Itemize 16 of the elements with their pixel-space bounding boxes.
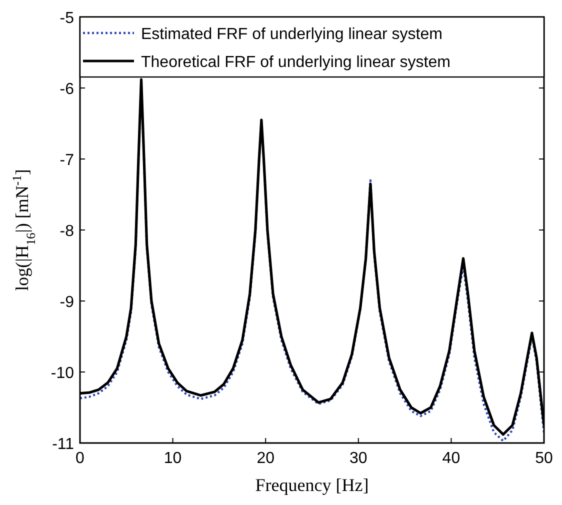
legend-label: Estimated FRF of underlying linear system — [141, 26, 442, 43]
y-tick-label: -5 — [60, 10, 74, 27]
y-tick-label: -8 — [60, 223, 74, 240]
x-tick-label: 10 — [164, 450, 182, 467]
x-tick-label: 20 — [256, 450, 275, 467]
x-axis-title: Frequency [Hz] — [255, 475, 369, 495]
y-tick-label: -9 — [60, 294, 74, 311]
legend-label: Theoretical FRF of underlying linear system — [141, 54, 450, 71]
x-tick-label: 50 — [535, 450, 553, 467]
y-tick-label: -6 — [60, 81, 74, 98]
x-tick-label: 0 — [76, 450, 85, 467]
x-tick-label: 30 — [350, 450, 368, 467]
y-tick-label: -7 — [60, 152, 74, 169]
y-tick-label: -11 — [52, 436, 74, 453]
y-tick-label: -10 — [50, 365, 74, 382]
x-tick-label: 40 — [442, 450, 460, 467]
